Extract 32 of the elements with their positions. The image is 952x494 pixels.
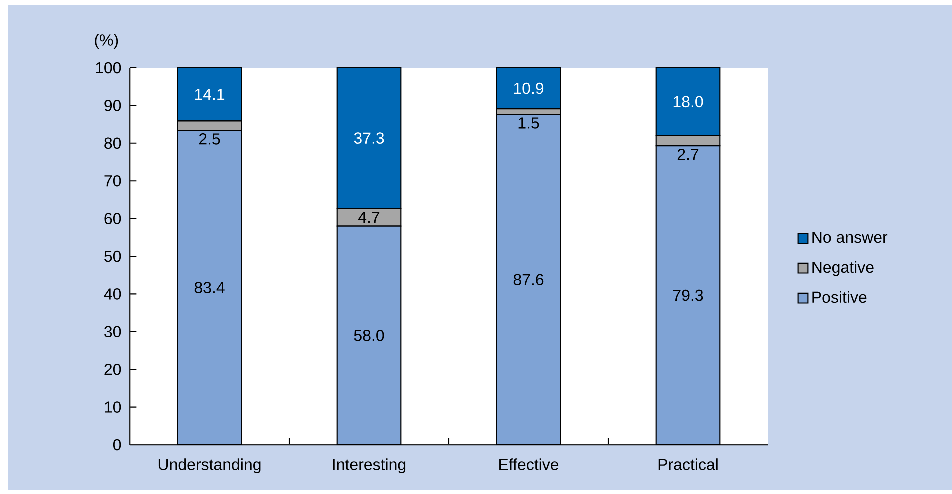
y-tick-label: 70 <box>104 175 122 187</box>
y-tick-label: 40 <box>104 288 122 300</box>
y-tick-label: 30 <box>104 326 122 338</box>
data-label: 87.6 <box>514 274 544 286</box>
data-label: 14.1 <box>195 89 225 100</box>
x-tick-label: Understanding <box>158 458 261 474</box>
data-label: 2.5 <box>199 134 220 145</box>
data-label: 37.3 <box>354 132 384 144</box>
y-tick-label: 100 <box>96 62 122 74</box>
legend-label: Positive <box>812 291 867 304</box>
y-tick-label: 80 <box>104 138 122 150</box>
y-tick-label: 10 <box>105 402 122 413</box>
y-tick-label: 50 <box>104 250 122 262</box>
data-label: 79.3 <box>674 290 704 302</box>
legend-label: Negative <box>812 261 874 276</box>
data-label: 18.0 <box>674 96 704 108</box>
data-label: 4.7 <box>358 212 380 223</box>
y-tick-label: 90 <box>104 100 122 112</box>
data-label: 10.9 <box>514 82 544 94</box>
y-tick-label: 20 <box>104 364 122 376</box>
data-label: 83.4 <box>194 282 225 294</box>
data-label: 2.7 <box>678 148 699 160</box>
y-axis-title: (%) <box>95 34 118 50</box>
bar <box>496 67 562 110</box>
y-tick-label: 60 <box>104 213 122 224</box>
y-tick-label: 0 <box>113 439 122 451</box>
x-tick-label: Effective <box>500 458 559 470</box>
data-label: 58.0 <box>354 330 384 342</box>
data-label: 1.5 <box>518 118 540 129</box>
x-tick-label: Interesting <box>333 458 406 474</box>
legend-label: No answer <box>812 232 888 244</box>
x-tick-label: Practical <box>658 458 718 470</box>
